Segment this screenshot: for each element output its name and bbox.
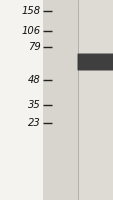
Text: 158: 158 [22, 6, 41, 16]
Text: 23: 23 [28, 118, 41, 128]
Text: 79: 79 [28, 42, 41, 52]
FancyBboxPatch shape [77, 0, 113, 200]
FancyBboxPatch shape [77, 53, 113, 71]
FancyBboxPatch shape [43, 0, 77, 200]
Text: 35: 35 [28, 100, 41, 110]
Text: 106: 106 [22, 26, 41, 36]
Text: 48: 48 [28, 75, 41, 85]
